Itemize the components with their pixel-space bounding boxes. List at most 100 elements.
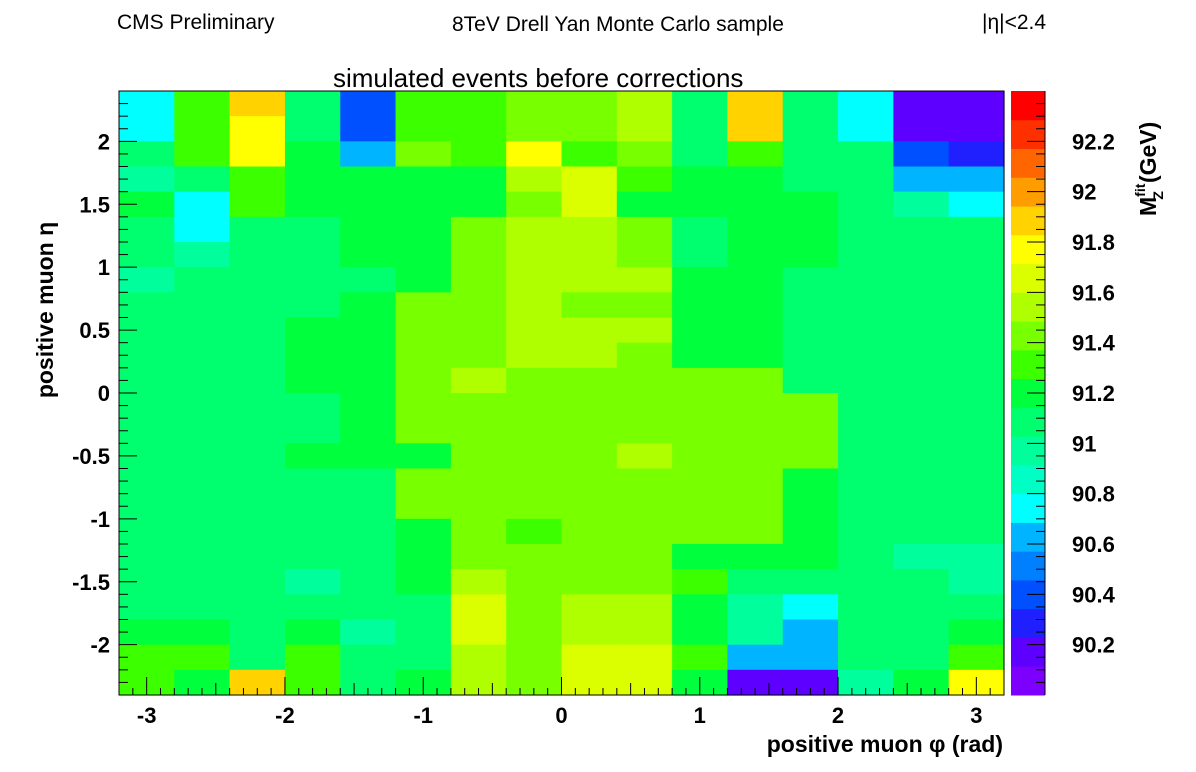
y-axis: -2 -1.5 -1 -0.5 0 0.5 1 1.5 2 bbox=[72, 90, 137, 696]
heatmap-cell bbox=[616, 594, 673, 621]
heatmap-cell bbox=[727, 91, 784, 117]
heatmap-cell bbox=[174, 644, 231, 671]
heatmap-cell bbox=[174, 443, 231, 470]
heatmap-cell bbox=[948, 418, 1005, 444]
heatmap-cell bbox=[284, 468, 341, 495]
heatmap-cell bbox=[782, 569, 839, 595]
heatmap-cell bbox=[174, 342, 231, 369]
heatmap-cell bbox=[174, 141, 231, 168]
heatmap-cell bbox=[561, 418, 618, 444]
heatmap-cell bbox=[284, 619, 341, 646]
heatmap-cell bbox=[672, 141, 729, 168]
heatmap-cell bbox=[782, 292, 839, 319]
heatmap-cell bbox=[119, 468, 175, 495]
heatmap-cell bbox=[782, 367, 839, 394]
heatmap-cell bbox=[450, 367, 507, 394]
z-tick-label: 90.8 bbox=[1072, 482, 1115, 507]
heatmap-cell bbox=[229, 544, 286, 570]
heatmap-cell bbox=[672, 418, 729, 444]
heatmap-cell bbox=[782, 342, 839, 369]
heatmap-cell bbox=[782, 594, 839, 621]
palette-swatch bbox=[1011, 292, 1045, 322]
heatmap-cell bbox=[340, 418, 397, 444]
heatmap-cell bbox=[561, 342, 618, 369]
heatmap-cell bbox=[782, 216, 839, 243]
heatmap-cell bbox=[672, 267, 729, 293]
heatmap-cell bbox=[727, 468, 784, 495]
x-tick-label: -3 bbox=[137, 703, 157, 728]
heatmap-cell bbox=[174, 619, 231, 646]
heatmap-cell bbox=[948, 342, 1005, 369]
heatmap-cell bbox=[727, 594, 784, 621]
heatmap-cell bbox=[948, 594, 1005, 621]
heatmap-cell bbox=[782, 267, 839, 293]
heatmap-cell bbox=[727, 644, 784, 671]
heatmap-cell bbox=[506, 317, 563, 344]
palette-swatch bbox=[1011, 464, 1045, 495]
heatmap-cell bbox=[395, 443, 452, 470]
heatmap-cell bbox=[395, 242, 452, 268]
heatmap-cell bbox=[174, 393, 231, 419]
heatmap-cell bbox=[838, 267, 894, 293]
heatmap-cell bbox=[284, 191, 341, 218]
heatmap-cell bbox=[340, 191, 397, 218]
heatmap-cell bbox=[395, 644, 452, 671]
heatmap-cell bbox=[229, 518, 286, 545]
heatmap-cell bbox=[340, 468, 397, 495]
heatmap-cell bbox=[782, 493, 839, 520]
heatmap-cell bbox=[340, 342, 397, 369]
heatmap-cell bbox=[616, 393, 673, 419]
heatmap-cell bbox=[561, 518, 618, 545]
heatmap-cell bbox=[838, 594, 894, 621]
heatmap-cell bbox=[948, 644, 1005, 671]
heatmap-cell bbox=[506, 619, 563, 646]
heatmap-cell bbox=[506, 91, 563, 117]
heatmap-cell bbox=[506, 367, 563, 394]
heatmap-cell bbox=[561, 91, 618, 117]
heatmap-cell bbox=[229, 317, 286, 344]
heatmap-cell bbox=[561, 367, 618, 394]
heatmap-cell bbox=[340, 242, 397, 268]
heatmap-cell bbox=[174, 418, 231, 444]
palette-swatch bbox=[1011, 148, 1045, 178]
heatmap-cell bbox=[229, 569, 286, 595]
heatmap-cell bbox=[672, 242, 729, 268]
heatmap-cell bbox=[395, 518, 452, 545]
heatmap-cell bbox=[450, 594, 507, 621]
z-label-sub: Z bbox=[1150, 191, 1166, 200]
heatmap-cell bbox=[838, 619, 894, 646]
palette-swatch bbox=[1011, 608, 1045, 638]
heatmap-cell bbox=[450, 342, 507, 369]
heatmap-cell bbox=[561, 569, 618, 595]
palette-swatch bbox=[1011, 666, 1045, 696]
heatmap-cell bbox=[506, 242, 563, 268]
heatmap-cell bbox=[727, 116, 784, 142]
heatmap-cell bbox=[340, 141, 397, 168]
heatmap-cell bbox=[340, 443, 397, 470]
z-tick-label: 91.8 bbox=[1072, 230, 1115, 255]
heatmap-cell bbox=[893, 367, 950, 394]
x-tick-label: 0 bbox=[555, 703, 567, 728]
heatmap-cell bbox=[948, 619, 1005, 646]
heatmap-cell bbox=[284, 91, 341, 117]
heatmap-cell bbox=[284, 443, 341, 470]
heatmap-cell bbox=[838, 292, 894, 319]
heatmap-cell bbox=[727, 191, 784, 218]
heatmap-cell bbox=[229, 292, 286, 319]
heatmap-cell bbox=[616, 544, 673, 570]
heatmap-cell bbox=[506, 418, 563, 444]
z-label-unit: (GeV) bbox=[1135, 122, 1161, 183]
color-axis: 90.2 90.4 90.6 90.8 91 91.2 91.4 91.6 91.8 92 92.2 bbox=[1027, 91, 1116, 695]
heatmap-cell bbox=[395, 116, 452, 142]
heatmap-cell bbox=[229, 242, 286, 268]
heatmap-cell bbox=[450, 292, 507, 319]
heatmap-cell bbox=[561, 393, 618, 419]
palette-swatch bbox=[1011, 407, 1045, 437]
heatmap-cell bbox=[561, 544, 618, 570]
z-label-main: M bbox=[1135, 197, 1161, 216]
heatmap-cell bbox=[119, 242, 175, 268]
heatmap-cell bbox=[838, 216, 894, 243]
heatmap-cell bbox=[284, 518, 341, 545]
heatmap-cell bbox=[893, 242, 950, 268]
heatmap-cell bbox=[561, 468, 618, 495]
